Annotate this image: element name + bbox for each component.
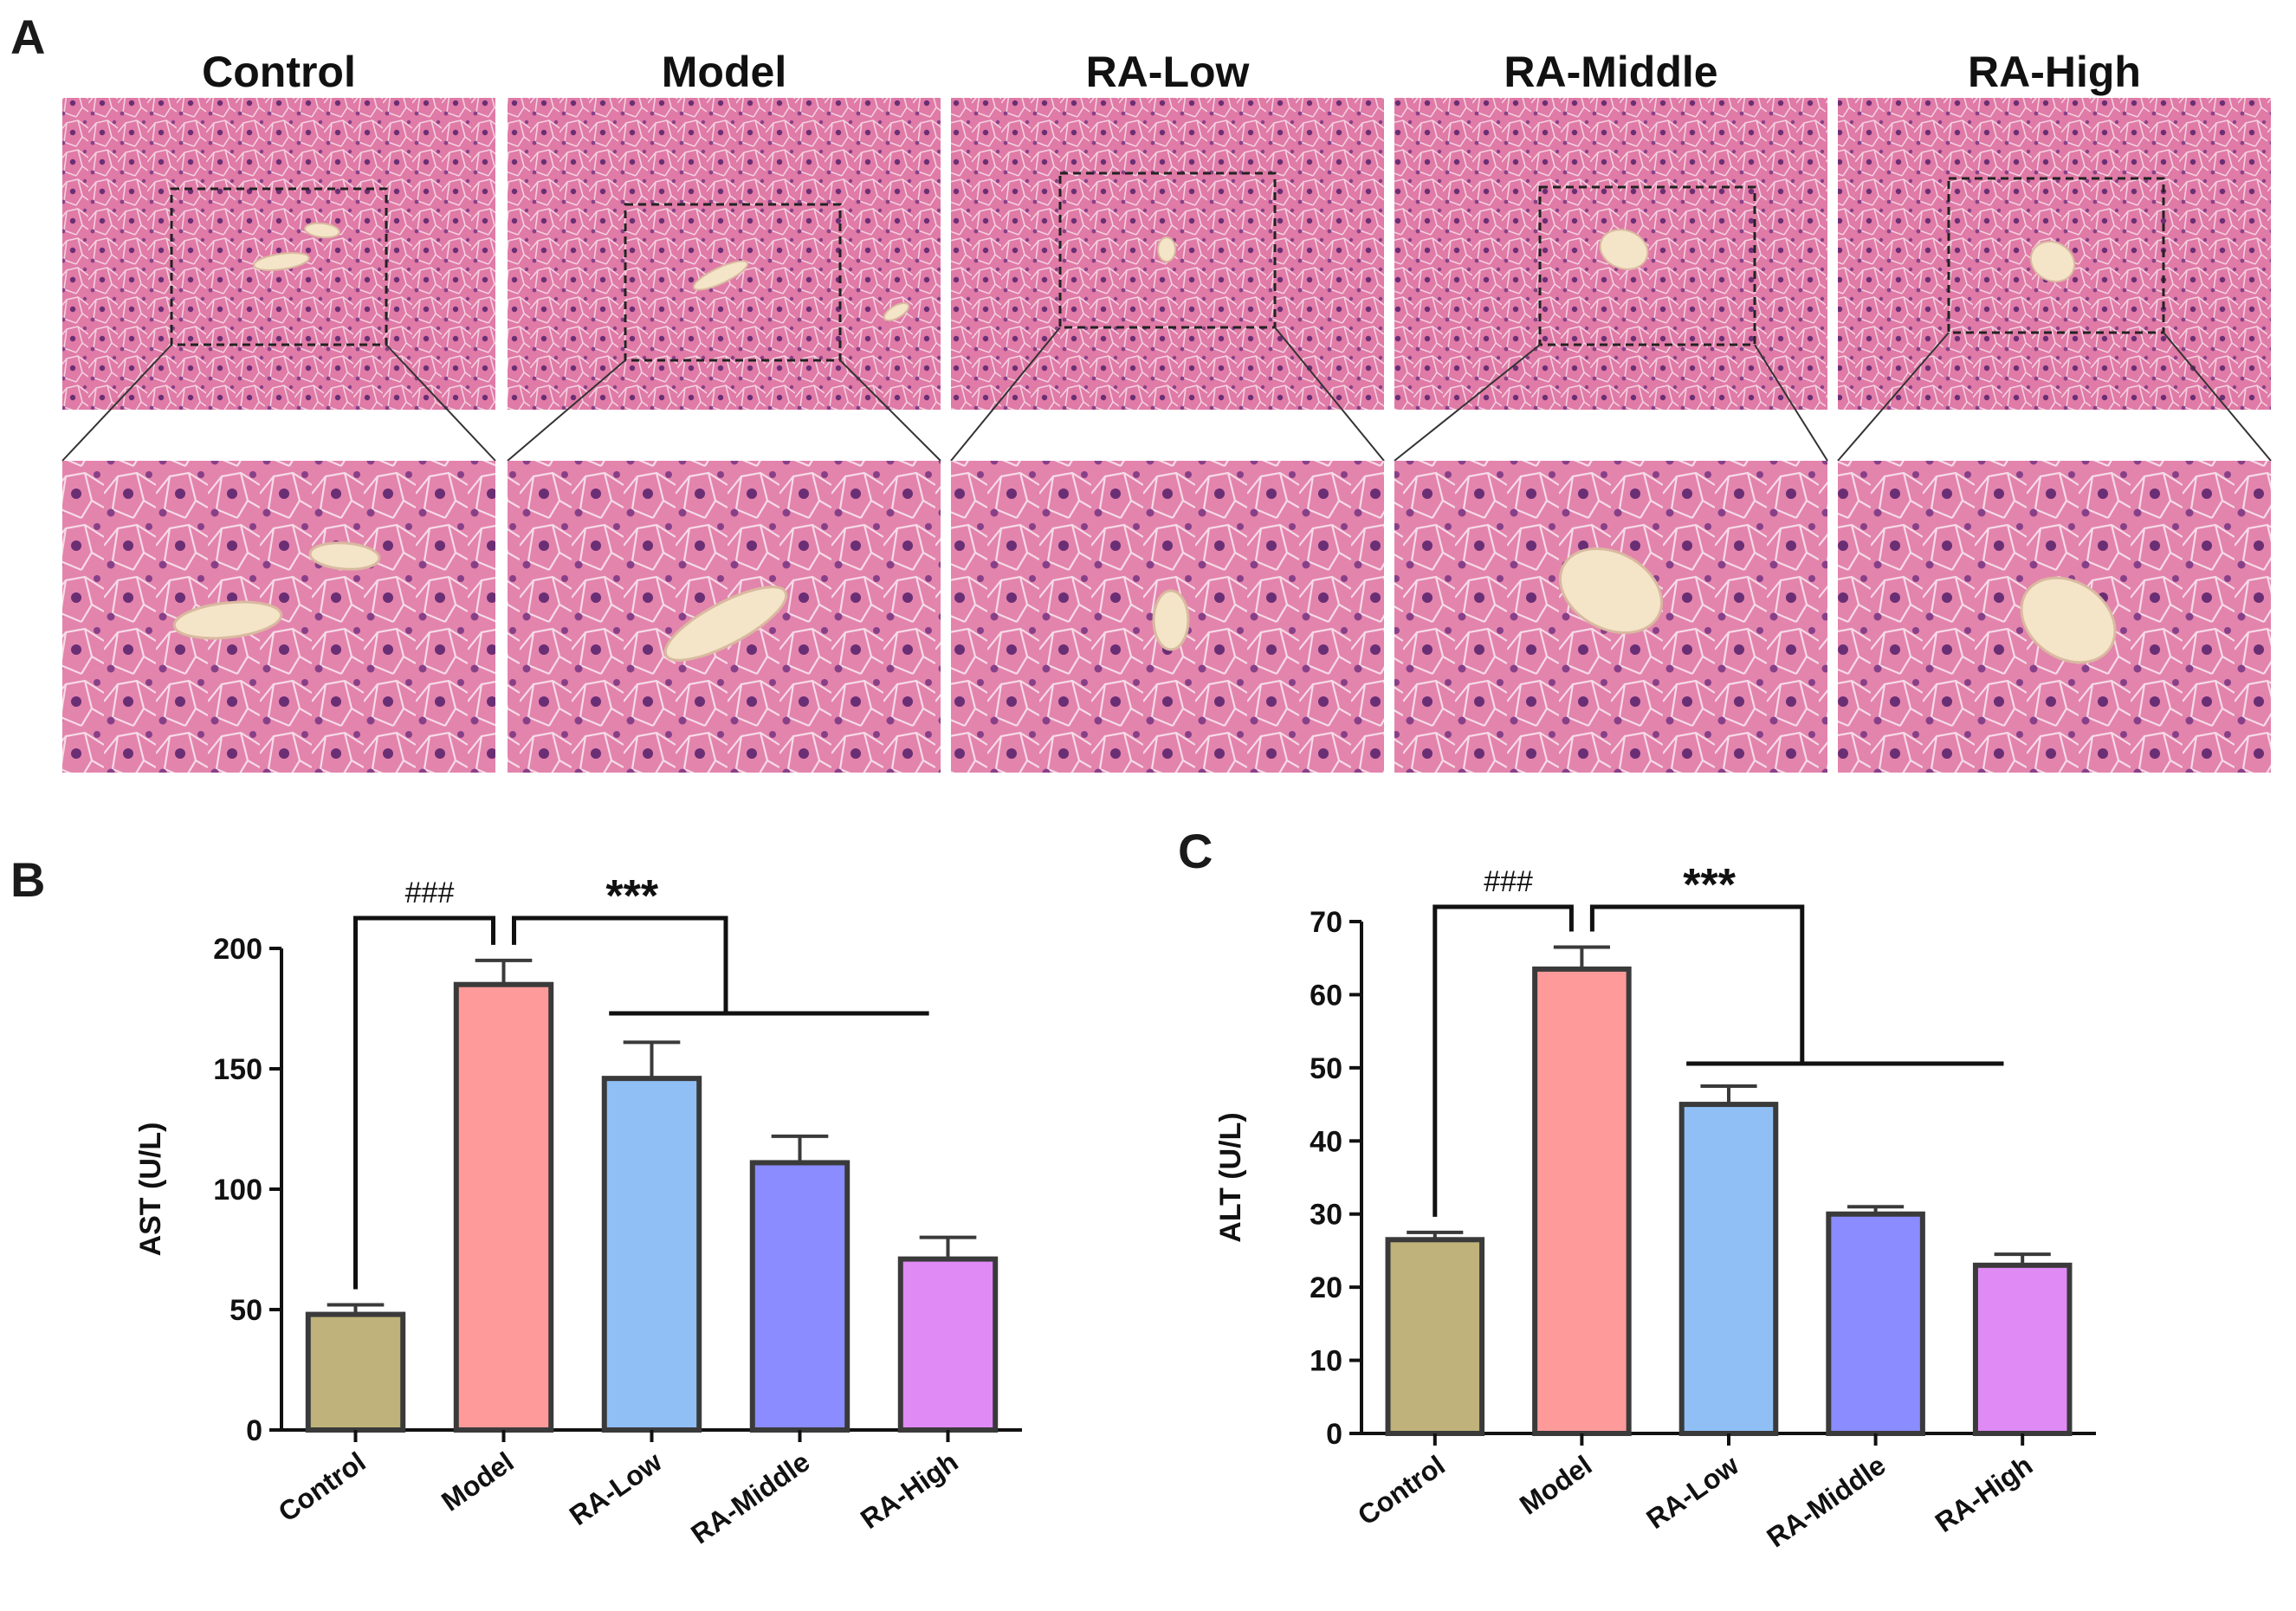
panel-b-letter: B (10, 852, 45, 907)
significance-star-label: *** (605, 871, 658, 922)
x-tick-label: RA-High (855, 1446, 963, 1535)
y-tick-label: 0 (1326, 1418, 1342, 1451)
zoom-region-box (1947, 177, 2165, 334)
group-title: RA-Low (1086, 48, 1250, 96)
vessel-lumen (2020, 576, 2117, 664)
y-tick-label: 200 (213, 933, 262, 966)
y-tick-label: 20 (1310, 1271, 1342, 1304)
vessel-lumen (663, 586, 788, 662)
significance-hash-label: ### (405, 877, 455, 909)
x-tick-label: RA-Low (564, 1446, 668, 1531)
micrograph-overview (508, 98, 941, 410)
significance-bracket-stars (512, 915, 728, 1013)
group-title: RA-High (1968, 48, 2141, 96)
significance-bracket-stars (1589, 904, 1805, 1064)
zoom-connector-line (1837, 332, 1950, 462)
zoom-region-box (1058, 171, 1277, 329)
y-tick-label: 40 (1310, 1125, 1342, 1158)
zoom-region-box (1538, 185, 1756, 346)
x-tick-label: Control (273, 1446, 372, 1528)
vessel-lumen (1599, 229, 1649, 270)
histology-panel: Control Model RA-Low RA-Middle RA-High (61, 48, 2272, 773)
zoom-region-box (170, 187, 388, 346)
y-tick-label: 50 (230, 1294, 262, 1327)
zoom-connector-line (2163, 332, 2272, 462)
group-title: RA-Middle (1504, 48, 1717, 96)
panel-a-letter: A (10, 10, 45, 64)
zoom-connector-line (839, 359, 941, 462)
vessel-lumen (304, 222, 340, 239)
bar-ra-high (1972, 1262, 2073, 1437)
panel-c-letter: C (1178, 824, 1213, 878)
zoom-connector-line (1394, 344, 1541, 462)
zoom-connector-line (61, 344, 172, 462)
bar-ra-low (1678, 1102, 1779, 1436)
y-axis-title: AST (U/L) (134, 1123, 167, 1257)
vessel-lumen (1152, 589, 1190, 651)
vessel-lumen (1157, 236, 1176, 262)
bar-control (305, 1311, 406, 1433)
zoom-connector-line (1754, 344, 1828, 462)
x-tick-label: RA-Middle (685, 1446, 815, 1550)
zoom-region-box (624, 203, 842, 362)
x-tick-label: RA-High (1930, 1449, 2038, 1538)
vessel-lumen (308, 541, 381, 571)
bar-ra-low (601, 1076, 702, 1433)
y-tick-label: 50 (1310, 1052, 1342, 1085)
vessel-lumen (883, 301, 910, 322)
zoom-connector-line (385, 344, 496, 462)
x-tick-label: RA-Middle (1761, 1449, 1891, 1553)
y-tick-label: 10 (1310, 1345, 1342, 1378)
bar-control (1385, 1237, 1485, 1436)
bar-ra-middle (1826, 1211, 1925, 1436)
group-title: Control (202, 48, 356, 96)
significance-hash-label: ### (1484, 865, 1533, 898)
bar-ra-high (897, 1256, 999, 1433)
y-tick-label: 100 (213, 1174, 262, 1207)
y-tick-label: 60 (1310, 979, 1342, 1012)
y-tick-label: 70 (1310, 906, 1342, 939)
significance-star-label: *** (1683, 860, 1736, 910)
alt-bar-chart: 0 10 20 30 40 50 60 70 ALT (U/L) Control Model RA-L… (1214, 860, 2096, 1553)
bar-model (453, 981, 554, 1433)
vessel-lumen (253, 252, 310, 271)
x-tick-label: Model (1514, 1449, 1597, 1521)
y-tick-label: 0 (246, 1414, 262, 1447)
vessel-lumen (2029, 240, 2076, 283)
significance-bracket-hash (353, 915, 495, 1290)
x-tick-label: RA-Low (1640, 1449, 1744, 1535)
x-tick-label: Model (436, 1446, 519, 1517)
zoom-connector-line (1274, 327, 1385, 462)
vessel-lumen (692, 260, 749, 291)
bar-ra-middle (749, 1160, 850, 1433)
x-tick-label: Control (1352, 1449, 1451, 1531)
group-title: Model (662, 48, 786, 96)
vessel-lumen (1558, 547, 1664, 635)
vessel-lumen (172, 600, 283, 640)
zoom-connector-line (507, 359, 626, 462)
zoom-connector-line (950, 327, 1061, 462)
y-tick-label: 150 (213, 1053, 262, 1086)
y-axis-title: ALT (U/L) (1214, 1112, 1247, 1242)
significance-bracket-hash (1433, 904, 1574, 1217)
bar-model (1532, 966, 1632, 1436)
y-tick-label: 30 (1310, 1199, 1342, 1232)
